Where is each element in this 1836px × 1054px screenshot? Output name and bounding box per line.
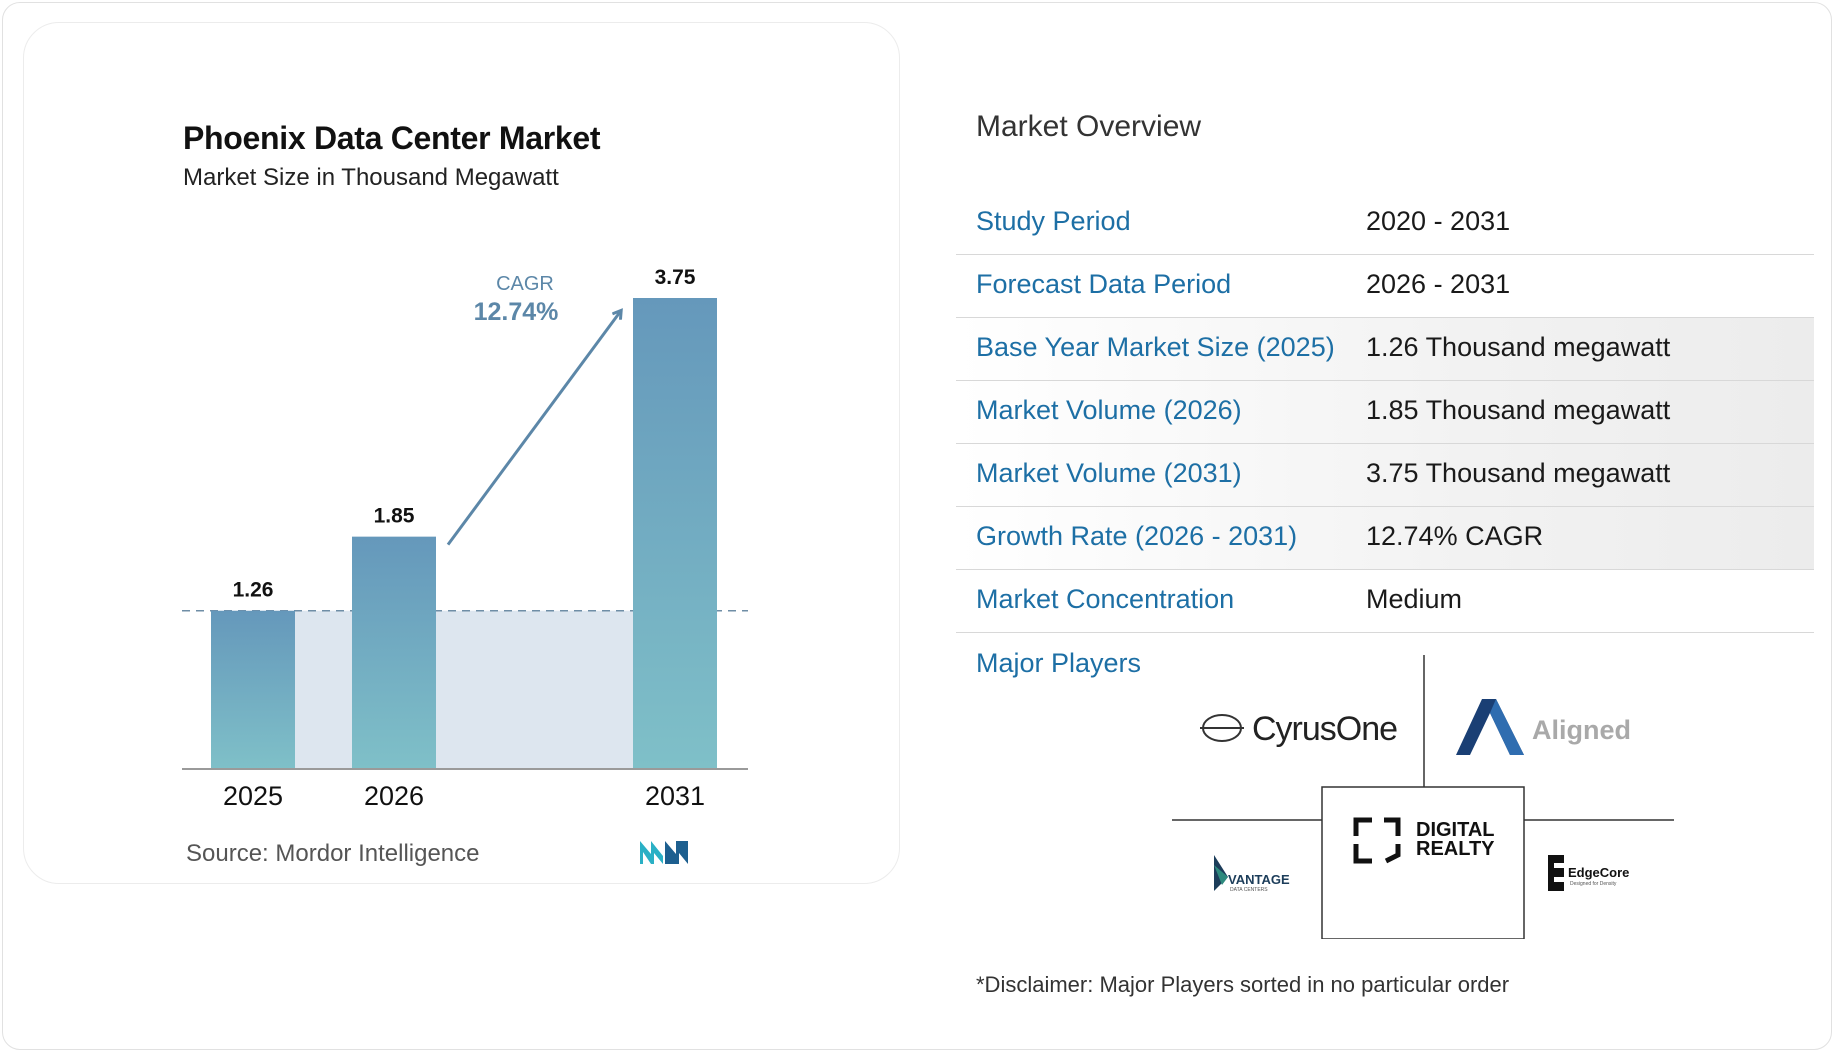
major-players-label: Major Players — [976, 648, 1142, 678]
overview-label: Forecast Data Period — [976, 269, 1232, 299]
overview-row: Forecast Data Period 2026 - 2031 — [956, 255, 1814, 318]
overview-row: Growth Rate (2026 - 2031) 12.74% CAGR — [956, 507, 1814, 570]
overview-row: Market Volume (2031) 3.75 Thousand megaw… — [956, 444, 1814, 507]
chart-subtitle: Market Size in Thousand Megawatt — [183, 164, 559, 191]
bar-2025 — [211, 610, 295, 769]
overview-label: Growth Rate (2026 - 2031) — [976, 521, 1298, 551]
mordor-logo-icon — [640, 841, 688, 864]
overview-value: Medium — [1366, 584, 1463, 614]
bar-2031 — [633, 298, 717, 769]
overview-value: 2026 - 2031 — [1366, 269, 1511, 299]
category-label-2031: 2031 — [645, 781, 705, 811]
overview-label: Market Volume (2026) — [976, 395, 1242, 425]
cyrusone-logo-text: CyrusOne — [1252, 710, 1397, 748]
disclaimer: *Disclaimer: Major Players sorted in no … — [976, 972, 1510, 997]
edgecore-logo-subtext: Designed for Density — [1570, 881, 1617, 887]
overview-value: 1.26 Thousand megawatt — [1366, 332, 1671, 362]
overview-label: Market Volume (2031) — [976, 458, 1242, 488]
aligned-logo-icon: Aligned — [1456, 699, 1631, 755]
category-label-2026: 2026 — [364, 781, 424, 811]
cyrusone-logo-icon: CyrusOne — [1200, 710, 1398, 748]
value-label-2026: 1.85 — [374, 505, 415, 528]
source-name: Mordor Intelligence — [275, 840, 480, 867]
category-label-2025: 2025 — [223, 781, 283, 811]
reference-shade — [295, 610, 633, 769]
aligned-logo-text: Aligned — [1532, 715, 1631, 745]
overview-row: Study Period 2020 - 2031 — [956, 192, 1814, 255]
chart-title: Phoenix Data Center Market — [183, 120, 601, 156]
overview-title: Market Overview — [976, 110, 1202, 143]
overview-label: Base Year Market Size (2025) — [976, 332, 1335, 362]
overview-table: Study Period 2020 - 2031 Forecast Data P… — [956, 192, 1814, 633]
cagr-arrow — [446, 312, 620, 546]
cagr-label: CAGR — [496, 273, 554, 295]
vantage-logo-icon: VANTAGE DATA CENTERS — [1214, 855, 1290, 893]
overview-row: Market Volume (2026) 1.85 Thousand megaw… — [956, 381, 1814, 444]
overview-label: Study Period — [976, 206, 1131, 236]
source-text: Source: Mordor Intelligence — [186, 840, 480, 868]
cagr-value: 12.74% — [474, 298, 559, 326]
digital-realty-logo-icon: DIGITAL REALTY — [1353, 817, 1495, 864]
overview-value: 2020 - 2031 — [1366, 206, 1511, 236]
overview-value: 3.75 Thousand megawatt — [1366, 458, 1671, 488]
source-label: Source: — [186, 840, 269, 867]
vantage-logo-text: VANTAGE — [1228, 872, 1290, 887]
overview-row: Market Concentration Medium — [956, 570, 1814, 633]
overview-label: Market Concentration — [976, 584, 1235, 614]
value-label-2031: 3.75 — [655, 266, 696, 289]
bar-2026 — [352, 536, 436, 769]
edgecore-logo-text: EdgeCore — [1568, 865, 1629, 880]
value-label-2025: 1.26 — [233, 579, 274, 602]
overview-row: Base Year Market Size (2025) 1.26 Thousa… — [956, 318, 1814, 381]
overview-value: 12.74% CAGR — [1366, 521, 1544, 551]
edgecore-logo-icon: EdgeCore Designed for Density — [1548, 855, 1629, 891]
overview-value: 1.85 Thousand megawatt — [1366, 395, 1671, 425]
digital-realty-logo-text-1: DIGITAL — [1416, 819, 1495, 841]
vantage-logo-subtext: DATA CENTERS — [1230, 887, 1268, 893]
major-players-grid: CyrusOne Aligned DIGITAL REALTY VANTAGE … — [1172, 655, 1674, 939]
digital-realty-logo-text-2: REALTY — [1416, 838, 1495, 860]
